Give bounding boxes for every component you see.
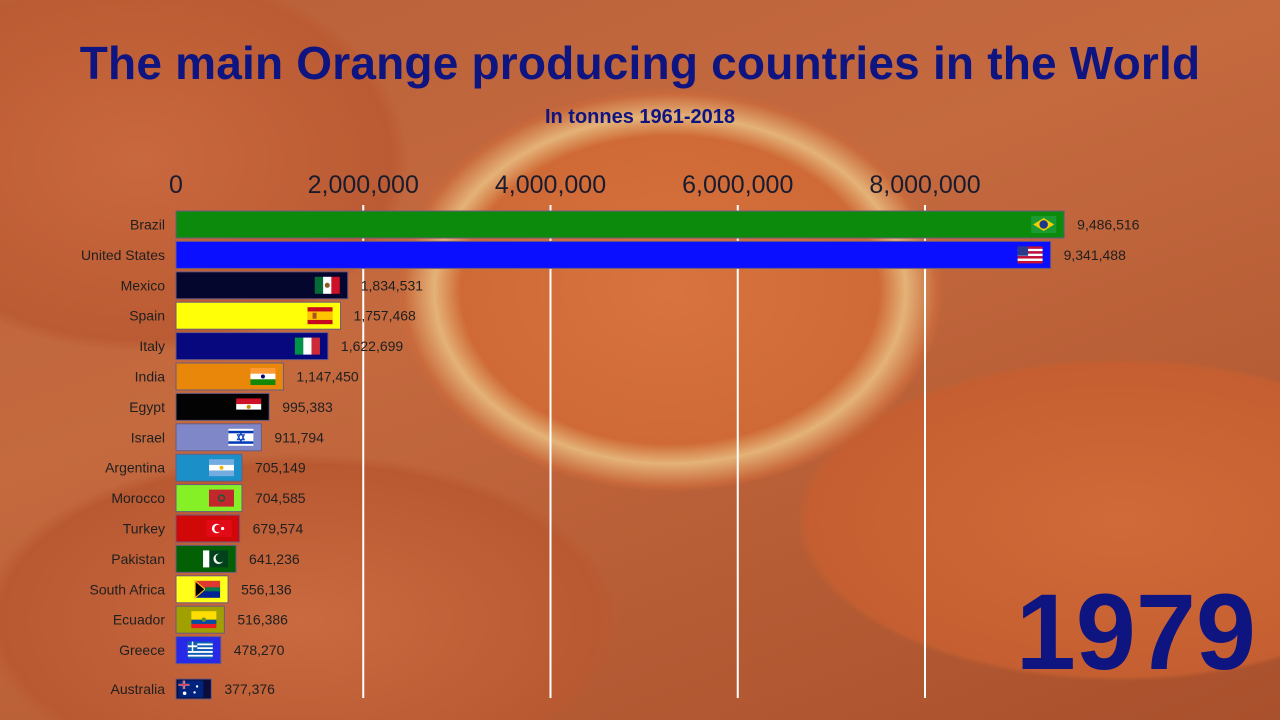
bar: [175, 210, 1065, 239]
bar-row: Greece 478,270: [119, 636, 285, 665]
category-label: Italy: [139, 338, 165, 354]
chart-subtitle: In tonnes 1961-2018: [544, 106, 736, 128]
italy-flag-icon: [294, 337, 320, 355]
bar-row: Egypt 995,383: [129, 392, 333, 421]
bar-row: Australia 377,376: [111, 678, 275, 700]
category-label: India: [135, 369, 166, 385]
category-label: Greece: [119, 642, 165, 658]
value-label: 1,834,531: [361, 277, 423, 293]
usa-flag-icon: [1017, 246, 1043, 264]
bar-row: Morocco 704,585: [111, 484, 306, 513]
india-flag-icon: [250, 368, 276, 385]
year-label: 1979: [1015, 571, 1256, 692]
pakistan-flag-icon: [203, 550, 229, 568]
value-label: 679,574: [253, 521, 304, 537]
bar-row: Turkey 679,574: [123, 514, 304, 543]
brazil-flag-icon: [1031, 216, 1057, 233]
category-label: Mexico: [121, 277, 166, 293]
value-label: 516,386: [237, 612, 288, 628]
tick-label: 4,000,000: [495, 171, 606, 199]
category-label: Brazil: [130, 217, 165, 233]
category-label: United States: [81, 247, 165, 263]
bar-row: Mexico 1,834,531: [121, 271, 423, 300]
category-label: Australia: [111, 681, 166, 697]
category-label: Israel: [131, 429, 165, 445]
ecuador-flag-icon: [191, 611, 217, 629]
bar-row: Brazil 9,486,516: [130, 210, 1140, 239]
greece-flag-icon: [187, 641, 213, 659]
value-label: 9,341,488: [1064, 247, 1126, 263]
bar: [175, 544, 237, 573]
egypt-flag-icon: [236, 398, 262, 416]
value-label: 995,383: [282, 399, 333, 415]
category-label: Morocco: [111, 490, 165, 506]
category-label: Spain: [129, 308, 165, 324]
bar-row: Italy 1,622,699: [139, 332, 403, 361]
morocco-flag-icon: [208, 489, 234, 507]
turkey-flag-icon: [206, 520, 232, 537]
bar-row: India 1,147,450: [135, 362, 359, 391]
mexico-flag-icon: [314, 276, 340, 294]
tick-label: 6,000,000: [682, 171, 793, 199]
bar-row: Argentina 705,149: [105, 453, 306, 482]
tick-label: 8,000,000: [869, 171, 980, 199]
category-label: Ecuador: [113, 612, 165, 628]
value-label: 1,622,699: [341, 338, 403, 354]
bar-row: United States 9,341,488: [81, 240, 1126, 269]
x-axis-ticks: 0 2,000,000 4,000,000 6,000,000 8,000,000: [169, 171, 981, 199]
category-label: Turkey: [123, 521, 165, 537]
bar-row: Pakistan 641,236: [111, 544, 300, 573]
tick-label: 2,000,000: [308, 171, 419, 199]
gridlines: [362, 205, 926, 698]
value-label: 1,757,468: [354, 308, 416, 324]
value-label: 641,236: [249, 551, 300, 567]
bar-row: South Africa 556,136: [90, 575, 292, 604]
category-label: Egypt: [129, 399, 165, 415]
category-label: South Africa: [90, 581, 166, 597]
south-africa-flag-icon: [194, 579, 221, 600]
category-label: Argentina: [105, 460, 165, 476]
australia-flag-icon: [178, 680, 204, 698]
bar-row: Israel 911,794: [131, 423, 324, 452]
category-label: Pakistan: [111, 551, 165, 567]
bar-row: Ecuador 516,386: [113, 605, 288, 634]
value-label: 705,149: [255, 460, 306, 476]
tick-label: 0: [169, 171, 183, 199]
value-label: 377,376: [224, 681, 275, 697]
chart-title: The main Orange producing countries in t…: [79, 37, 1201, 89]
value-label: 9,486,516: [1077, 217, 1139, 233]
bars: Brazil 9,486,516 United States 9,341,488 Mex…: [81, 210, 1140, 700]
value-label: 911,794: [274, 429, 324, 445]
bar-row: Spain 1,757,468: [129, 301, 416, 330]
bar: [175, 453, 243, 482]
value-label: 478,270: [234, 642, 285, 658]
spain-flag-icon: [307, 307, 333, 325]
israel-flag-icon: [228, 428, 254, 446]
bar: [175, 240, 1052, 269]
argentina-flag-icon: [209, 459, 235, 477]
value-label: 704,585: [255, 490, 306, 506]
value-label: 1,147,450: [296, 369, 358, 385]
value-label: 556,136: [241, 581, 292, 597]
